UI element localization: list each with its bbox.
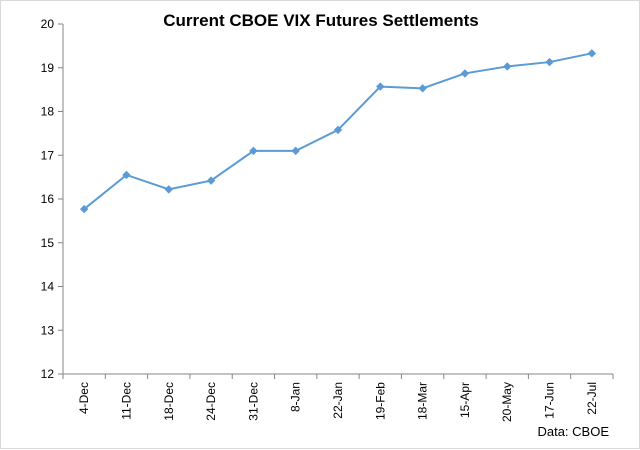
- y-tick-label: 17: [41, 148, 55, 162]
- y-tick-label: 19: [41, 61, 55, 75]
- data-point-marker: [291, 146, 300, 156]
- data-point-marker: [460, 69, 470, 78]
- x-tick-label: 8-Jan: [289, 382, 303, 412]
- data-point-marker: [333, 125, 343, 135]
- y-tick-label: 12: [41, 367, 55, 381]
- y-tick-label: 13: [41, 323, 55, 337]
- data-point-marker: [418, 84, 427, 93]
- x-tick-label: 11-Dec: [119, 382, 133, 420]
- x-tick-label: 22-Jan: [331, 382, 345, 419]
- y-tick-label: 20: [41, 17, 55, 31]
- data-point-marker: [376, 82, 385, 91]
- data-point-marker: [206, 176, 216, 185]
- x-tick-label: 4-Dec: [77, 382, 91, 414]
- y-tick-label: 14: [41, 280, 55, 294]
- x-tick-label: 19-Feb: [373, 382, 387, 420]
- data-point-marker: [249, 146, 258, 156]
- y-tick-label: 16: [41, 192, 55, 206]
- data-point-marker: [545, 57, 554, 67]
- x-tick-label: 17-Jun: [543, 382, 557, 419]
- chart-title: Current CBOE VIX Futures Settlements: [163, 11, 479, 30]
- data-point-marker: [79, 204, 89, 214]
- x-tick-label: 22-Jul: [585, 382, 599, 415]
- x-tick-label: 15-Apr: [458, 382, 472, 418]
- x-tick-label: 31-Dec: [246, 382, 260, 421]
- data-point-marker: [587, 49, 597, 58]
- y-tick-label: 18: [41, 105, 55, 119]
- x-tick-label: 18-Mar: [416, 382, 430, 420]
- source-note: Data: CBOE: [537, 424, 609, 439]
- x-tick-label: 20-May: [500, 382, 514, 422]
- y-tick-label: 15: [41, 236, 55, 250]
- data-point-marker: [503, 62, 512, 71]
- x-tick-label: 18-Dec: [162, 382, 176, 421]
- x-tick-label: 24-Dec: [204, 382, 218, 421]
- data-point-marker: [164, 185, 173, 194]
- data-point-marker: [122, 170, 131, 180]
